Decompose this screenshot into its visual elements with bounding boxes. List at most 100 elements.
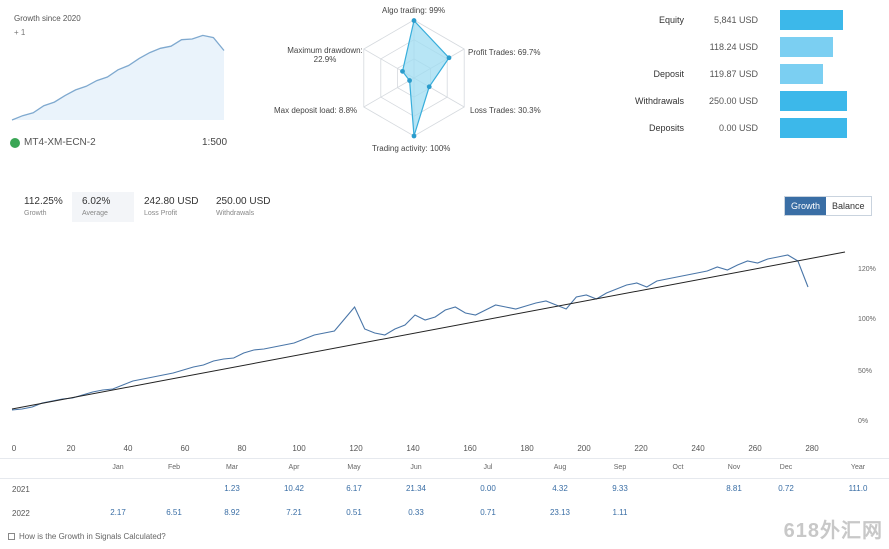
x-tick-label: 40 <box>123 444 133 453</box>
account-label: MT4-XM-ECN-2 <box>24 137 96 148</box>
summary-label: Withdrawals <box>634 96 684 106</box>
table-row-label-1: 2021 <box>12 485 30 494</box>
radar-point <box>400 68 405 74</box>
stat-growth-value: 112.25% <box>24 196 63 207</box>
table-divider-top <box>0 458 889 459</box>
x-tick-label: 60 <box>180 444 190 453</box>
x-tick-label: 120 <box>349 444 363 453</box>
table-cell: 8.81 <box>726 484 742 493</box>
x-tick-label: 180 <box>520 444 534 453</box>
x-tick-label: 280 <box>805 444 819 453</box>
growth-calculation-link[interactable]: How is the Growth in Signals Calculated? <box>8 532 166 541</box>
stat-growth-label: Growth <box>24 210 47 217</box>
watermark: 618外汇网 <box>783 520 883 542</box>
month-header: Jul <box>483 464 493 471</box>
stat-withdrawals: 250.00 USD Withdrawals <box>216 196 270 217</box>
month-header: Jun <box>410 464 422 471</box>
month-header: Oct <box>672 464 684 471</box>
table-cell: 1.11 <box>612 508 628 517</box>
leverage-value: 1:500 <box>202 137 228 148</box>
table-cell: 1.23 <box>224 484 240 493</box>
balance-tab[interactable]: Balance <box>826 197 871 215</box>
table-cell: 7.21 <box>286 508 302 517</box>
mini-growth-line <box>11 34 225 121</box>
month-header: Dec <box>779 464 793 471</box>
radar-point <box>411 18 417 23</box>
table-cell: 0.00 <box>480 484 496 493</box>
month-header: Apr <box>288 464 300 471</box>
x-tick-label: 220 <box>634 444 648 453</box>
stat-profit-value: 242.80 USD <box>144 196 199 207</box>
growth-tab[interactable]: Growth <box>785 197 827 215</box>
month-header: Jan <box>112 464 124 471</box>
table-cell: 0.71 <box>480 508 496 517</box>
x-tick-label: 160 <box>463 444 477 453</box>
radar-label-activity: Trading activity: 100% <box>372 144 451 153</box>
summary-label: Equity <box>658 15 684 25</box>
growth-chart <box>11 251 846 411</box>
table-cell: 2.17 <box>110 508 126 517</box>
table-cell: 6.17 <box>346 484 362 493</box>
table-cell: 10.42 <box>283 484 305 493</box>
stat-average-label: Average <box>82 210 108 217</box>
x-tick-label: 140 <box>406 444 420 453</box>
y-tick-label: 0% <box>858 418 869 425</box>
info-icon <box>8 533 15 540</box>
account-status-icon <box>10 137 20 148</box>
x-tick-label: 200 <box>577 444 591 453</box>
x-tick-label: 240 <box>691 444 705 453</box>
summary-label: Deposits <box>648 123 684 133</box>
radar-label-drawdown: Maximum drawdown: 22.9% <box>287 46 363 64</box>
radar-label-profit: Profit Trades: 69.7% <box>468 48 541 57</box>
summary-value: 250.00 USD <box>708 96 758 106</box>
account-name[interactable]: MT4-XM-ECN-2 <box>10 137 96 148</box>
x-tick-label: 0 <box>11 444 17 453</box>
month-header: Feb <box>167 464 181 471</box>
month-header: Sep <box>613 464 627 471</box>
radar-label-load: Max deposit load: 8.8% <box>274 106 358 115</box>
stat-profit: 242.80 USD Loss Profit <box>144 196 198 217</box>
summary-value: 118.24 USD <box>709 42 758 52</box>
summary-bar <box>780 37 833 57</box>
stat-profit-label: Loss Profit <box>144 210 178 217</box>
x-tick-label: 100 <box>292 444 306 453</box>
radar-point <box>446 55 452 61</box>
radar-point <box>411 133 417 139</box>
summary-bar <box>780 118 848 138</box>
summary-bar <box>780 10 843 30</box>
summary-label: Deposit <box>653 69 684 79</box>
month-header: Nov <box>727 464 741 471</box>
radar-label-algo: Algo trading: 99% <box>382 6 446 15</box>
radar-point <box>426 84 432 90</box>
mini-growth-chart <box>11 34 225 121</box>
growth-trend-line <box>11 251 846 410</box>
average-stat-highlight <box>72 192 134 222</box>
radar-points <box>400 18 452 139</box>
summary-value: 0.00 USD <box>718 123 758 133</box>
mini-chart-subtitle: + 1 <box>14 28 26 37</box>
summary-value: 119.87 USD <box>709 69 758 79</box>
table-cell: 6.51 <box>166 508 182 517</box>
y-tick-label: 120% <box>858 266 876 273</box>
stat-growth: 112.25% Growth <box>24 196 63 217</box>
month-header: Mar <box>225 464 239 471</box>
growth-series-line <box>11 254 809 411</box>
table-cell: 0.51 <box>346 508 362 517</box>
mini-chart-title: Growth since 2020 <box>14 14 81 23</box>
table-cell: 0.33 <box>408 508 424 517</box>
month-header: May <box>347 464 361 471</box>
table-divider-mid <box>0 478 889 479</box>
month-header: Aug <box>553 464 567 471</box>
x-tick-label: 20 <box>66 444 76 453</box>
radar-label-loss: Loss Trades: 30.3% <box>470 106 541 115</box>
x-tick-label: 260 <box>748 444 762 453</box>
table-cell: 4.32 <box>552 484 568 493</box>
radar-point <box>407 78 412 83</box>
radar-chart <box>363 18 465 139</box>
summary-bar <box>780 64 824 84</box>
stat-average: 6.02% Average <box>82 196 110 217</box>
radar-axis <box>363 77 415 108</box>
table-row-label-2: 2022 <box>12 509 30 518</box>
table-cell: 0.72 <box>778 484 794 493</box>
footnote-text: How is the Growth in Signals Calculated? <box>19 532 166 541</box>
